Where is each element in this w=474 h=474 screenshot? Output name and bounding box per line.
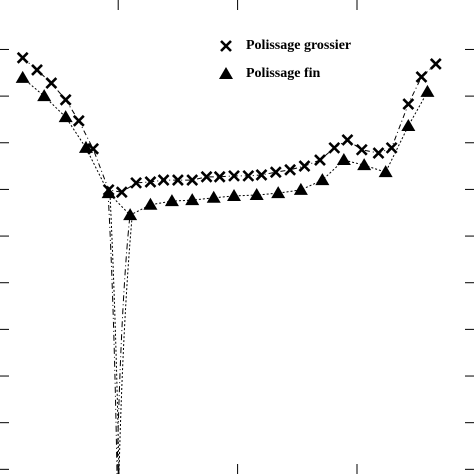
- x-marker: [228, 169, 240, 182]
- x-marker: [157, 174, 170, 187]
- triangle-marker: [143, 197, 158, 210]
- x-marker: [429, 57, 442, 70]
- triangle-marker: [219, 67, 233, 79]
- x-marker: [16, 51, 29, 64]
- x-marker: [72, 114, 85, 127]
- x-marker: [284, 163, 297, 176]
- x-marker: [355, 143, 368, 156]
- triangle-marker: [271, 186, 286, 199]
- triangle-marker: [185, 193, 200, 206]
- dip-curve: [109, 193, 133, 474]
- x-marker: [269, 166, 282, 179]
- triangle-marker: [336, 153, 351, 166]
- triangle-marker: [420, 84, 435, 97]
- triangle-marker: [101, 186, 116, 199]
- dip-curve: [107, 191, 131, 474]
- x-marker: [298, 160, 311, 173]
- triangle-marker: [401, 118, 416, 131]
- x-marker: [415, 71, 428, 83]
- triangle-marker: [123, 208, 138, 221]
- x-marker: [200, 170, 213, 183]
- x-marker: [186, 174, 199, 187]
- x-marker: [402, 98, 415, 110]
- triangle-marker: [249, 188, 264, 201]
- triangle-marker: [206, 190, 221, 203]
- x-marker: [144, 176, 157, 188]
- x-marker: [314, 154, 326, 166]
- x-marker: [372, 147, 385, 159]
- series-line: [22, 57, 437, 193]
- x-marker: [341, 134, 354, 146]
- triangle-marker: [164, 194, 179, 207]
- x-marker: [242, 169, 255, 182]
- x-marker: [255, 169, 268, 181]
- x-marker: [171, 174, 184, 187]
- triangle-marker: [315, 173, 330, 186]
- x-marker: [220, 40, 232, 52]
- x-marker: [31, 64, 43, 76]
- triangle-marker: [78, 140, 93, 153]
- x-marker: [213, 170, 226, 183]
- triangle-marker: [227, 188, 242, 201]
- triangle-marker: [378, 165, 393, 178]
- x-marker: [115, 186, 128, 199]
- legend-label: Polissage grossier: [246, 38, 351, 53]
- legend-label: Polissage fin: [246, 66, 320, 81]
- x-marker: [59, 93, 72, 106]
- x-marker: [328, 141, 341, 154]
- triangle-marker: [15, 70, 30, 83]
- x-marker: [130, 176, 143, 189]
- triangle-marker: [293, 182, 308, 195]
- x-marker: [385, 141, 398, 154]
- triangle-marker: [58, 110, 73, 123]
- triangle-marker: [357, 158, 372, 171]
- x-marker: [45, 77, 58, 89]
- triangle-marker: [37, 89, 52, 102]
